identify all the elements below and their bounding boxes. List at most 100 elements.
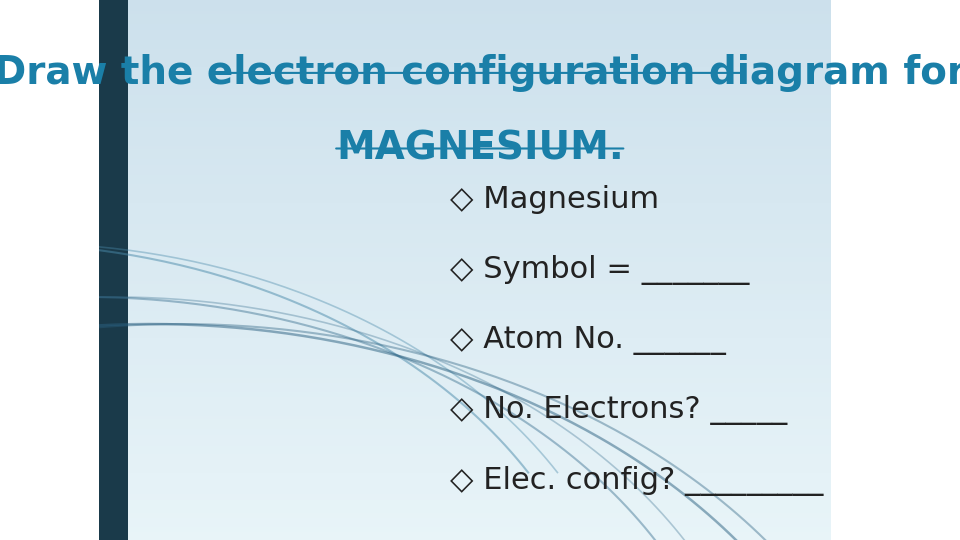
Bar xyxy=(99,157,831,159)
Text: ◇ No. Electrons? _____: ◇ No. Electrons? _____ xyxy=(450,395,788,426)
Bar xyxy=(99,192,831,194)
Bar xyxy=(99,19,831,22)
Bar xyxy=(99,462,831,464)
Bar xyxy=(99,359,831,362)
Bar xyxy=(99,130,831,132)
Bar xyxy=(99,143,831,146)
Bar xyxy=(99,392,831,394)
Bar xyxy=(99,124,831,127)
Bar xyxy=(99,351,831,354)
Bar xyxy=(99,327,831,329)
Bar xyxy=(99,383,831,386)
Bar xyxy=(99,238,831,240)
Bar xyxy=(99,408,831,410)
Bar xyxy=(99,119,831,122)
Bar xyxy=(99,162,831,165)
Bar xyxy=(99,105,831,108)
Bar xyxy=(99,278,831,281)
Bar xyxy=(99,532,831,535)
Bar xyxy=(99,227,831,229)
Bar xyxy=(99,437,831,440)
Bar xyxy=(99,429,831,432)
Bar xyxy=(99,81,831,84)
Bar xyxy=(99,346,831,348)
Bar xyxy=(99,362,831,364)
Bar xyxy=(99,78,831,81)
Bar xyxy=(99,246,831,248)
Bar xyxy=(99,305,831,308)
Bar xyxy=(99,302,831,305)
Bar xyxy=(99,486,831,489)
Bar xyxy=(99,410,831,413)
Bar xyxy=(99,313,831,316)
Bar xyxy=(99,354,831,356)
Bar xyxy=(99,70,831,73)
Bar xyxy=(99,200,831,202)
Bar xyxy=(99,176,831,178)
Bar xyxy=(99,505,831,508)
Bar xyxy=(99,235,831,238)
Bar xyxy=(99,367,831,370)
Bar xyxy=(99,89,831,92)
Bar xyxy=(99,364,831,367)
Bar xyxy=(99,481,831,483)
Bar xyxy=(99,73,831,76)
Bar xyxy=(99,111,831,113)
Bar xyxy=(99,243,831,246)
Bar xyxy=(99,443,831,445)
Bar xyxy=(99,132,831,135)
Bar xyxy=(99,146,831,148)
Bar xyxy=(99,178,831,181)
Bar xyxy=(99,389,831,392)
Bar xyxy=(99,405,831,408)
Bar xyxy=(99,202,831,205)
Bar xyxy=(99,181,831,184)
Bar xyxy=(99,240,831,243)
Bar xyxy=(99,170,831,173)
Bar xyxy=(99,205,831,208)
Text: MAGNESIUM.: MAGNESIUM. xyxy=(336,130,624,167)
Bar xyxy=(99,151,831,154)
Bar xyxy=(99,478,831,481)
Bar xyxy=(99,535,831,537)
Bar xyxy=(99,281,831,284)
Bar xyxy=(99,59,831,62)
Bar xyxy=(99,259,831,262)
Bar xyxy=(99,386,831,389)
Text: ◇ Magnesium: ◇ Magnesium xyxy=(450,185,660,214)
Bar xyxy=(99,159,831,162)
Bar xyxy=(99,135,831,138)
Bar xyxy=(99,270,831,273)
Bar xyxy=(99,211,831,213)
Bar xyxy=(99,297,831,300)
Bar xyxy=(99,424,831,427)
Bar xyxy=(99,516,831,518)
Bar xyxy=(99,154,831,157)
Bar xyxy=(99,46,831,49)
Bar xyxy=(99,446,831,448)
Bar xyxy=(99,213,831,216)
Bar xyxy=(99,0,831,3)
Bar xyxy=(99,470,831,472)
Bar xyxy=(99,321,831,324)
Bar xyxy=(99,418,831,421)
Bar xyxy=(99,537,831,540)
Bar xyxy=(99,413,831,416)
Bar xyxy=(99,127,831,130)
Bar xyxy=(99,14,831,16)
Bar xyxy=(99,475,831,478)
Bar xyxy=(99,513,831,516)
Bar xyxy=(99,16,831,19)
Bar xyxy=(99,22,831,24)
Bar xyxy=(99,400,831,402)
Bar xyxy=(99,197,831,200)
Bar xyxy=(99,381,831,383)
Bar xyxy=(99,100,831,103)
Bar xyxy=(99,30,831,32)
Bar xyxy=(99,97,831,100)
Bar xyxy=(99,24,831,27)
Bar xyxy=(99,51,831,54)
Bar xyxy=(99,483,831,486)
Bar xyxy=(99,292,831,294)
Bar xyxy=(99,57,831,59)
